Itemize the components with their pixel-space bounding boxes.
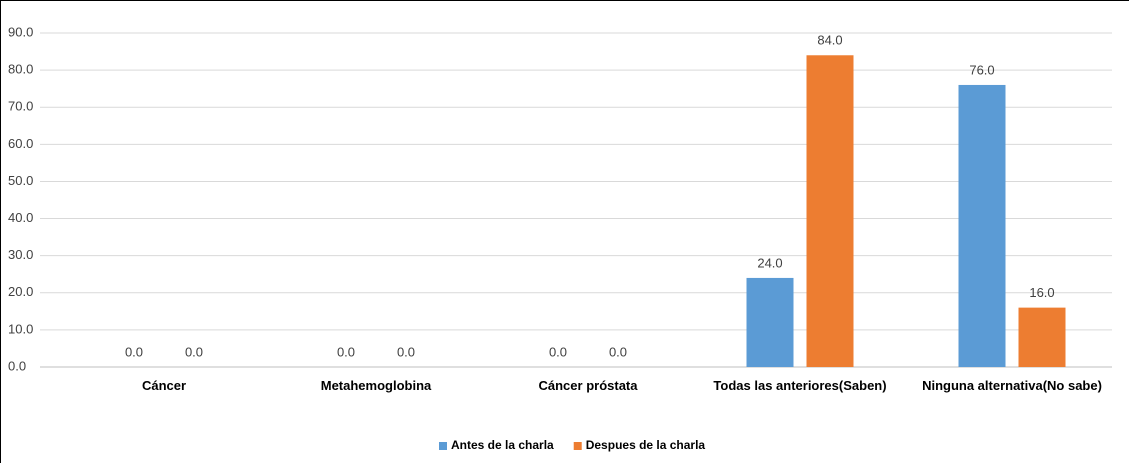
- y-tick-label: 0.0: [8, 358, 26, 373]
- data-label: 0.0: [337, 344, 355, 359]
- x-tick-label: Cáncer: [141, 378, 187, 393]
- y-tick-label: 90.0: [8, 24, 33, 39]
- data-label: 0.0: [609, 344, 627, 359]
- bar: [746, 277, 794, 367]
- x-tick-label: Cáncer próstata: [538, 378, 638, 393]
- legend-label: Antes de la charla: [451, 438, 554, 452]
- y-tick-label: 70.0: [8, 99, 33, 114]
- data-label: 84.0: [817, 33, 842, 48]
- x-tick-label-box: Cáncer: [141, 378, 187, 393]
- y-tick-label: 40.0: [8, 210, 33, 225]
- y-tick-label: 20.0: [8, 284, 33, 299]
- x-tick-label: Todas las anteriores(Saben): [713, 378, 887, 393]
- x-tick-label: Ninguna alternativa(No sabe): [922, 378, 1102, 393]
- legend-label: Despues de la charla: [586, 438, 706, 452]
- legend-swatch: [439, 442, 447, 450]
- y-tick-label: 30.0: [8, 247, 33, 262]
- x-tick-label: Metahemoglobina: [320, 378, 432, 393]
- legend-swatch: [573, 442, 582, 450]
- x-tick-label-box: Ninguna alternativa(No sabe): [922, 378, 1102, 393]
- data-label: 0.0: [185, 344, 203, 359]
- data-label: 0.0: [549, 344, 567, 359]
- x-tick-label-box: Cáncer próstata: [538, 378, 638, 393]
- data-label: 0.0: [397, 344, 415, 359]
- bar: [1018, 307, 1066, 367]
- y-tick-label: 50.0: [8, 173, 33, 188]
- data-label: 76.0: [969, 62, 994, 77]
- data-label: 16.0: [1029, 285, 1054, 300]
- data-label: 0.0: [125, 344, 143, 359]
- x-tick-label-box: Todas las anteriores(Saben): [713, 378, 887, 393]
- data-label: 24.0: [757, 255, 782, 270]
- y-tick-label: 60.0: [8, 136, 33, 151]
- y-tick-label: 10.0: [8, 321, 33, 336]
- bar: [806, 55, 854, 368]
- y-tick-label: 80.0: [8, 62, 33, 77]
- x-tick-label-box: Metahemoglobina: [320, 378, 432, 393]
- bar: [958, 84, 1006, 367]
